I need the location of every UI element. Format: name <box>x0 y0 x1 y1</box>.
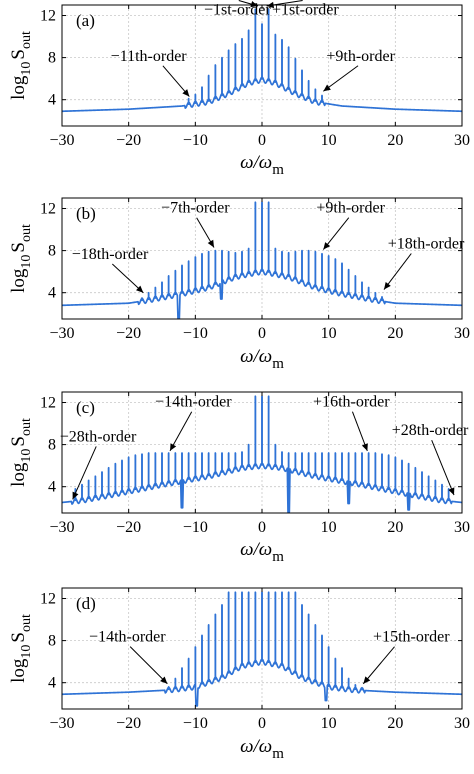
annotation-arrowhead <box>384 282 391 290</box>
annotation-arrowhead <box>448 487 455 496</box>
x-axis-label: ω/ωm <box>240 346 284 372</box>
x-tick-label: 10 <box>321 325 337 342</box>
order-annotation: +9th-order <box>326 48 395 65</box>
order-annotation: +16th-order <box>313 394 390 411</box>
annotation-arrowhead <box>323 84 331 92</box>
order-annotation: −18th-order <box>72 246 149 263</box>
panel-b: −30 −20 −10 0 10 20 30 4 8 12 (b) −7th-order +9th-or… <box>8 197 470 372</box>
annotation-arrow <box>72 446 97 500</box>
x-tick-label: −20 <box>116 132 141 149</box>
panel-label: (c) <box>76 398 95 417</box>
y-tick-label: 8 <box>48 50 56 67</box>
annotation-arrowhead <box>170 443 177 451</box>
y-axis-label: log10Sout <box>8 224 34 293</box>
x-tick-label: 20 <box>387 519 403 536</box>
panel-c: −30 −20 −10 0 10 20 30 4 8 12 (c) −14th-order +16th-… <box>8 391 470 565</box>
annotation-arrowhead <box>361 443 368 451</box>
x-tick-label: 0 <box>258 715 266 732</box>
x-tick-label: −10 <box>183 325 208 342</box>
x-tick-label: 20 <box>387 715 403 732</box>
y-tick-label: 12 <box>40 8 56 25</box>
annotation-arrowhead <box>72 491 79 500</box>
annotation-arrow <box>383 253 412 290</box>
x-tick-label: 20 <box>387 132 403 149</box>
panel-label: (a) <box>76 11 95 30</box>
y-tick-label: 8 <box>48 243 56 260</box>
annotation-arrowhead <box>323 242 331 250</box>
x-tick-label: 30 <box>454 519 470 536</box>
x-tick-label: −30 <box>49 325 74 342</box>
x-tick-label: 30 <box>454 325 470 342</box>
x-tick-label: −20 <box>116 519 141 536</box>
annotation-arrowhead <box>266 1 275 9</box>
y-tick-label: 8 <box>48 633 56 650</box>
annotation-arrowhead <box>207 239 214 248</box>
annotation-arrowhead <box>363 676 371 684</box>
y-tick-label: 4 <box>48 285 56 302</box>
x-tick-label: 0 <box>258 519 266 536</box>
order-annotation: +28th-order <box>392 422 469 439</box>
y-tick-label: 4 <box>48 92 56 109</box>
panel-label: (d) <box>76 594 96 613</box>
annotation-arrow <box>431 439 455 496</box>
x-tick-label: −30 <box>49 715 74 732</box>
x-tick-label: −10 <box>183 132 208 149</box>
annotation-arrowhead <box>250 1 258 8</box>
x-axis-label: ω/ωm <box>240 539 284 565</box>
annotation-arrowhead <box>136 285 144 293</box>
panel-label: (b) <box>76 204 96 223</box>
order-annotation: −11th-order <box>111 48 188 65</box>
y-axis-label: log10Sout <box>8 614 34 683</box>
annotation-arrowhead <box>182 89 190 97</box>
y-tick-label: 12 <box>40 591 56 608</box>
x-tick-label: 0 <box>258 325 266 342</box>
order-annotation: +15th-order <box>373 629 450 646</box>
x-tick-label: 10 <box>321 519 337 536</box>
x-tick-label: 10 <box>321 715 337 732</box>
x-tick-label: −30 <box>49 519 74 536</box>
x-tick-label: 10 <box>321 132 337 149</box>
y-axis-label: log10Sout <box>8 31 34 100</box>
x-tick-label: −20 <box>116 715 141 732</box>
order-annotation: −14th-order <box>89 629 166 646</box>
x-tick-label: 20 <box>387 325 403 342</box>
x-axis-label: ω/ωm <box>240 152 284 178</box>
order-annotation: −14th-order <box>155 394 232 411</box>
y-tick-label: 4 <box>48 675 56 692</box>
x-axis-label: ω/ωm <box>240 736 284 762</box>
y-tick-label: 8 <box>48 437 56 454</box>
x-tick-label: 0 <box>258 132 266 149</box>
panel-a: −30 −20 −10 0 10 20 30 4 8 12 (a) −1st-order +1st-or… <box>8 0 470 178</box>
annotation-arrow <box>129 646 168 685</box>
annotation-arrow <box>323 65 359 92</box>
y-tick-label: 12 <box>40 201 56 218</box>
x-tick-label: −10 <box>183 519 208 536</box>
y-tick-label: 4 <box>48 479 56 496</box>
annotation-arrowhead <box>160 676 168 684</box>
annotation-arrow <box>111 263 144 294</box>
x-tick-label: −20 <box>116 325 141 342</box>
order-annotation: +18th-order <box>388 236 465 253</box>
annotation-arrow <box>362 646 395 685</box>
y-tick-label: 12 <box>40 395 56 412</box>
order-annotation: +1st-order <box>272 1 339 18</box>
order-annotation: −28th-order <box>60 428 137 445</box>
panel-d: −30 −20 −10 0 10 20 30 4 8 12 (d) −14th-order +15th-… <box>8 587 470 762</box>
y-axis-label: log10Sout <box>8 418 34 487</box>
x-tick-label: −10 <box>183 715 208 732</box>
annotation-arrow <box>169 411 193 452</box>
x-tick-label: −30 <box>49 132 74 149</box>
x-tick-label: 30 <box>454 715 470 732</box>
x-tick-label: 30 <box>454 132 470 149</box>
order-annotation: −1st-order <box>204 1 271 18</box>
order-annotation: +9th-order <box>316 200 385 217</box>
order-annotation: −7th-order <box>161 200 230 217</box>
